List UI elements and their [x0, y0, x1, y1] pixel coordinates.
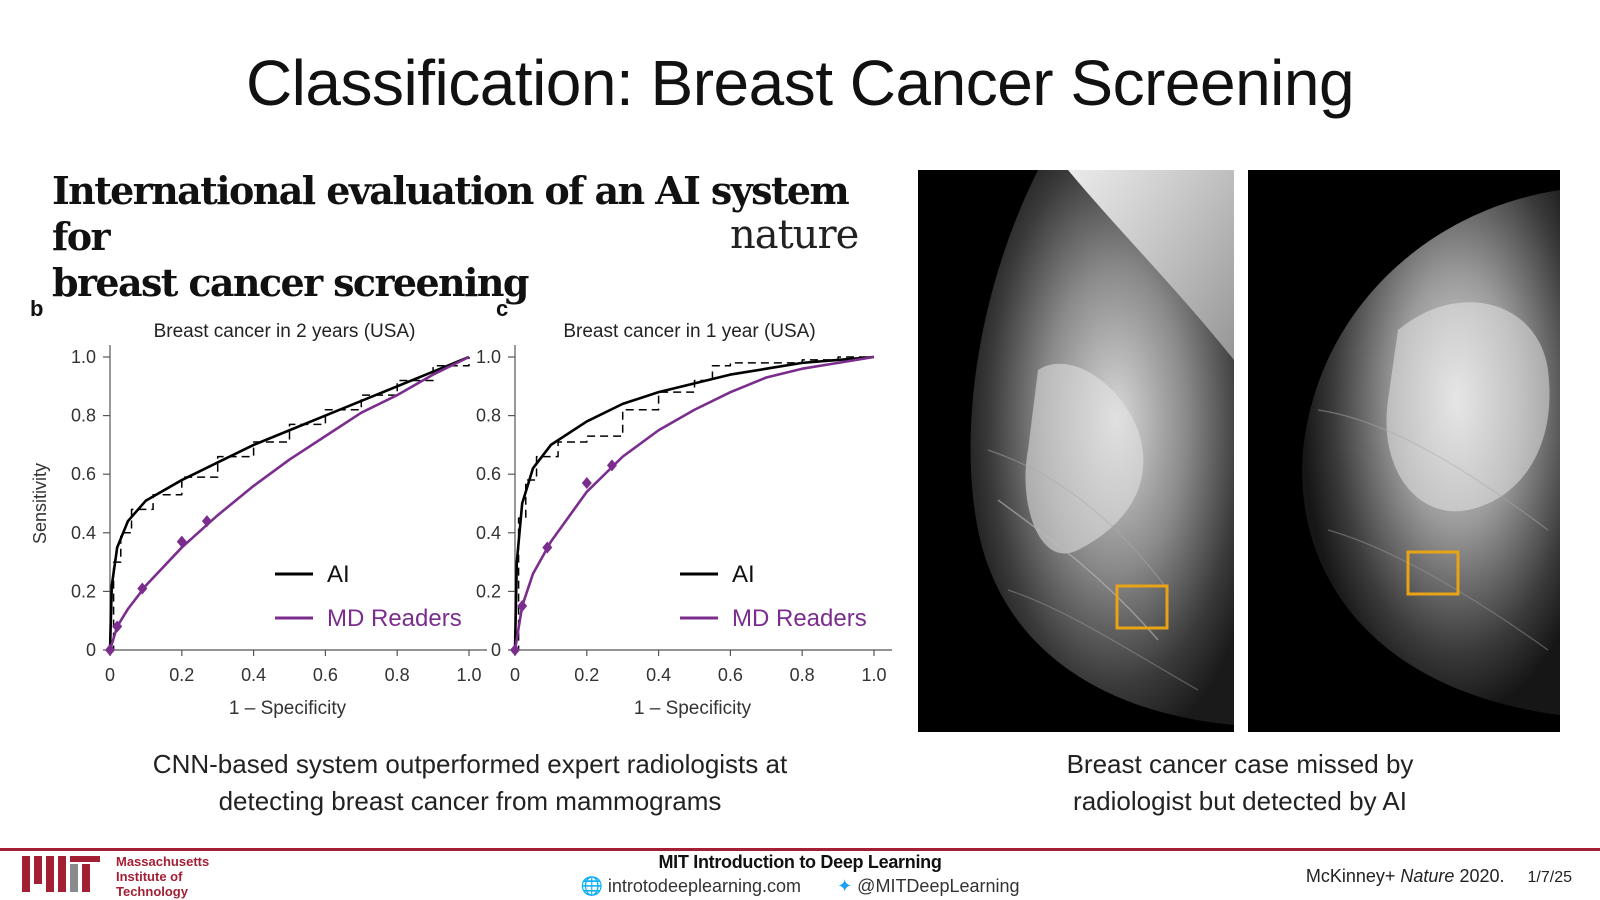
chart-b-y-tick-label: 0.8	[71, 406, 96, 426]
footer-divider	[0, 848, 1600, 851]
chart-b-md-reader-point	[201, 515, 212, 528]
chart-c-legend-ai-label: AI	[732, 561, 755, 588]
citation-year: 2020.	[1459, 866, 1505, 886]
chart-b-x-tick-label: 0.2	[169, 665, 194, 685]
institute-line2: Institute of	[116, 869, 183, 884]
chart-b-x-tick-label: 0	[105, 665, 115, 685]
chart-c-y-tick-label: 0.8	[476, 406, 501, 426]
chart-b-x-tick-label: 0.6	[313, 665, 338, 685]
chart-c-md-reader-point	[517, 600, 528, 613]
chart-c-x-tick-label: 0.2	[574, 665, 599, 685]
chart-b-y-tick-label: 0.2	[71, 581, 96, 601]
website-link[interactable]: introtodeeplearning.com	[607, 875, 802, 896]
chart-c-md-readers-line	[513, 355, 875, 651]
chart-c-md-reader-point	[542, 541, 553, 554]
mammogram-left	[918, 170, 1234, 732]
highlight-box-right	[1406, 550, 1460, 596]
paper-title: International evaluation of an AI system…	[52, 168, 892, 306]
chart-c-md-reader-point	[510, 644, 520, 656]
left-caption-line1: CNN-based system outperformed expert rad…	[152, 749, 788, 779]
course-name: MIT Introduction to Deep Learning	[658, 852, 942, 872]
chart-c-y-tick-label: 0.4	[476, 523, 501, 543]
chart-c-x-tick-label: 0.4	[646, 665, 671, 685]
chart-b-md-reader-point	[137, 582, 148, 595]
institute-line3: Technology	[116, 884, 188, 899]
chart-b-md-reader-point	[176, 535, 187, 548]
chart-c-ai-operating-points-line	[515, 356, 874, 651]
chart-c-legend-md-label: MD Readers	[732, 605, 867, 632]
chart-b-title: Breast cancer in 2 years (USA)	[154, 321, 416, 342]
twitter-handle[interactable]: @MITDeepLearning	[857, 875, 1020, 896]
chart-b-y-tick-label: 1.0	[71, 347, 96, 367]
chart-c-y-tick-label: 1.0	[476, 347, 501, 367]
paper-title-line1: International evaluation of an AI system…	[52, 168, 850, 259]
mammogram-right-image	[1302, 190, 1560, 715]
left-caption: CNN-based system outperformed expert rad…	[90, 746, 850, 820]
citation-journal: Nature	[1400, 866, 1455, 886]
chart-c-x-tick-label: 0.6	[718, 665, 743, 685]
chart-c-y-tick-label: 0	[491, 640, 501, 660]
slide-title: Classification: Breast Cancer Screening	[245, 47, 1355, 119]
paper-title-line2: breast cancer screening	[52, 260, 529, 305]
footer-citation: McKinney+ Nature 2020. 1/7/25	[1306, 866, 1572, 887]
left-caption-line2: detecting breast cancer from mammograms	[218, 786, 722, 816]
chart-b-ai-operating-points-line	[110, 357, 470, 651]
chart-c-x-axis-label: 1 – Specificity	[634, 698, 752, 719]
chart-c-md-reader-point	[581, 476, 592, 489]
right-caption-line1: Breast cancer case missed by	[1066, 749, 1414, 779]
right-caption: Breast cancer case missed by radiologist…	[1000, 746, 1480, 820]
chart-b-ai-line	[108, 355, 470, 651]
chart-b-x-tick-label: 0.4	[241, 665, 266, 685]
chart-b-md-reader-point	[105, 644, 115, 656]
citation-author: McKinney+	[1305, 866, 1396, 886]
panel-letter-c: c	[496, 296, 509, 321]
chart-b-y-tick-label: 0.4	[71, 523, 96, 543]
chart-b-x-tick-label: 1.0	[456, 665, 481, 685]
mammogram-left-image	[970, 170, 1234, 725]
chart-c-y-tick-label: 0.6	[476, 464, 501, 484]
chart-b-md-readers-line	[108, 355, 470, 651]
chart-b-y-tick-label: 0	[86, 640, 96, 660]
chart-b-legend-md-label: MD Readers	[327, 605, 462, 632]
mit-logo-icon	[22, 856, 100, 892]
slide-date: 1/7/25	[1527, 869, 1572, 886]
chart-b-x-tick-label: 0.8	[385, 665, 410, 685]
twitter-bird-icon: ✦	[837, 875, 853, 896]
chart-c-x-tick-label: 1.0	[861, 665, 886, 685]
footer-course-info: MIT Introduction to Deep Learning 🌐 intr…	[540, 852, 1060, 897]
journal-name: nature	[730, 212, 859, 258]
chart-b-legend-ai-label: AI	[327, 561, 350, 588]
institute-line1: Massachusetts	[116, 854, 210, 869]
globe-icon: 🌐	[580, 875, 603, 896]
right-caption-line2: radiologist but detected by AI	[1073, 786, 1407, 816]
chart-c-y-tick-label: 0.2	[476, 581, 501, 601]
chart-c-md-reader-point	[606, 459, 617, 472]
chart-b-x-axis-label: 1 – Specificity	[229, 698, 347, 719]
highlight-box-left	[1115, 584, 1169, 630]
chart-b-y-axis-label: Sensitivity	[30, 463, 50, 544]
chart-c-x-tick-label: 0	[510, 665, 520, 685]
roc-charts: Breast cancer in 2 years (USA) 0 0.2 0.4 0.6…	[30, 321, 892, 719]
mammogram-right	[1248, 170, 1560, 732]
mit-institute-name: Massachusetts Institute of Technology	[116, 854, 209, 899]
footer-links: 🌐 introtodeeplearning.com ✦ @MITDeepLear…	[540, 875, 1060, 897]
chart-c-ai-line	[513, 355, 875, 651]
chart-b-y-tick-label: 0.6	[71, 464, 96, 484]
panel-letter-b: b	[30, 296, 44, 321]
chart-b-md-reader-point	[112, 620, 123, 633]
chart-c-x-tick-label: 0.8	[790, 665, 815, 685]
chart-c-title: Breast cancer in 1 year (USA)	[563, 321, 815, 342]
